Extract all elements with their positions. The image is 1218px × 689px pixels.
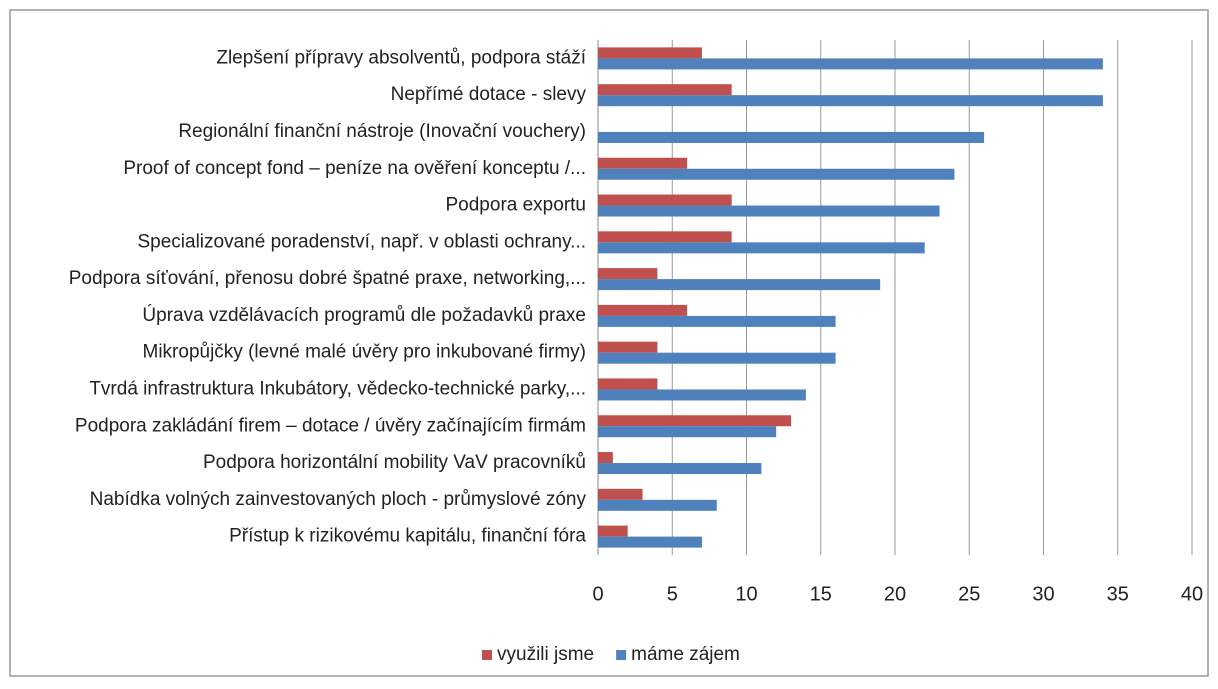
- bar: [598, 58, 1103, 70]
- bar: [598, 268, 658, 280]
- y-tick-label: Přístup k rizikovému kapitálu, finanční …: [229, 526, 586, 547]
- y-tick-label: Podpora horizontální mobility VaV pracov…: [203, 452, 586, 473]
- y-tick-label: Proof of concept fond – peníze na ověřen…: [123, 158, 586, 179]
- bar: [598, 389, 806, 401]
- bar: [598, 452, 613, 464]
- y-tick-label: Podpora zakládání firem – dotace / úvěry…: [75, 415, 586, 436]
- bar: [598, 536, 702, 548]
- y-tick-label: Specializované poradenství, např. v obla…: [137, 231, 586, 252]
- bar: [598, 352, 836, 364]
- bar: [598, 315, 836, 327]
- bar: [598, 279, 881, 291]
- legend-swatch: [616, 650, 627, 660]
- y-tick-label: Tvrdá infrastruktura Inkubátory, vědecko…: [89, 378, 586, 399]
- x-tick-label: 10: [735, 583, 757, 605]
- x-tick-label: 5: [667, 583, 678, 605]
- bar: [598, 157, 688, 169]
- x-tick-label: 35: [1107, 583, 1129, 605]
- bar: [598, 426, 777, 438]
- bar: [598, 231, 732, 243]
- bar: [598, 47, 702, 59]
- y-tick-label: Úprava vzdělávacích programů dle požadav…: [142, 304, 586, 326]
- bar: [598, 242, 925, 254]
- bar: [598, 131, 985, 143]
- bar: [598, 95, 1103, 107]
- bar: [598, 205, 940, 217]
- legend-swatch: [482, 650, 492, 660]
- y-tick-label: Regionální finanční nástroje (Inovační v…: [178, 121, 586, 142]
- y-tick-label: Nepřímé dotace - slevy: [391, 84, 587, 105]
- bar: [598, 378, 658, 390]
- y-tick-label: Mikropůjčky (levné malé úvěry pro inkubo…: [143, 342, 587, 363]
- y-tick-label: Nabídka volných zainvestovaných ploch - …: [90, 489, 587, 510]
- bar: [598, 84, 732, 96]
- y-tick-label: Zlepšení přípravy absolventů, podpora st…: [216, 47, 586, 68]
- x-tick-label: 30: [1032, 583, 1054, 605]
- y-tick-label: Podpora síťování, přenosu dobré špatné p…: [69, 268, 586, 289]
- x-tick-label: 40: [1181, 583, 1203, 605]
- x-tick-label: 25: [958, 583, 980, 605]
- bar: [598, 499, 717, 511]
- bar: [598, 488, 643, 500]
- legend-label: máme zájem: [631, 644, 740, 665]
- bar: [598, 304, 688, 316]
- bar: [598, 194, 732, 206]
- x-tick-label: 0: [592, 583, 603, 605]
- legend-label: využili jsme: [497, 644, 594, 665]
- x-tick-label: 15: [810, 583, 832, 605]
- bar: [598, 463, 762, 475]
- y-tick-label: Podpora exportu: [446, 195, 587, 216]
- bar: [598, 341, 658, 353]
- x-tick-label: 20: [884, 583, 906, 605]
- bar: [598, 415, 792, 427]
- bar: [598, 525, 628, 537]
- bar: [598, 168, 955, 180]
